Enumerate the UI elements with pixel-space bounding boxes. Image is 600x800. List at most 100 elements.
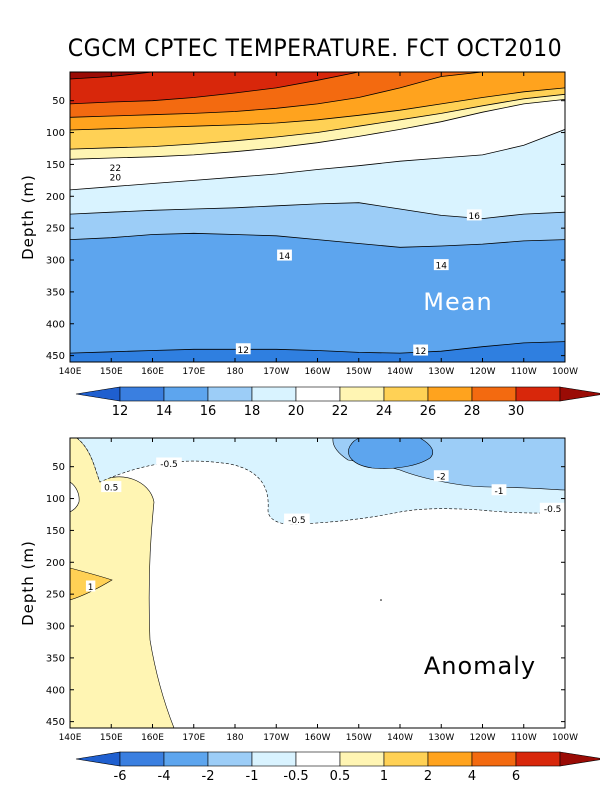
mean-colorbar-swatch	[119, 386, 165, 402]
anomaly-colorbar-label: -4	[158, 769, 171, 784]
mean-y-tick-label: 350	[46, 287, 65, 298]
mean-colorbar-label: 22	[332, 404, 349, 419]
anomaly-y-tick-label: 350	[46, 653, 65, 664]
mean-x-tick-label: 170W	[263, 367, 289, 377]
anomaly-neutral-notch	[70, 481, 80, 513]
mean-contour-label-bg	[107, 171, 123, 183]
anomaly-contour-label: -2	[437, 473, 446, 483]
mean-y-tick-label: 300	[46, 256, 65, 267]
mean-x-tick-label: 140E	[59, 367, 82, 377]
mean-colorbar-swatch	[427, 386, 473, 402]
anomaly-fills	[70, 438, 565, 728]
mean-bands	[70, 72, 565, 354]
anomaly-x-tick-label: 150W	[346, 733, 372, 743]
mean-contour-label: 16	[469, 212, 481, 222]
mean-y-tick-label: 250	[46, 224, 65, 235]
mean-y-tick-label: 450	[46, 351, 65, 362]
anomaly-contour-label-bg	[491, 484, 507, 496]
mean-isotherm-28	[70, 72, 565, 105]
mean-isolines	[70, 72, 565, 354]
anomaly-contour-label: -0.5	[288, 516, 306, 526]
mean-panel-label: Mean	[423, 288, 492, 316]
anomaly-y-tick-label: 250	[46, 590, 65, 601]
mean-contour-label-bg	[433, 259, 449, 271]
mean-contour-label-bg	[107, 161, 123, 173]
anomaly-colorbar-label: 4	[468, 769, 476, 784]
mean-x-tick-label: 110W	[511, 367, 537, 377]
anomaly-dot	[380, 599, 382, 601]
mean-contour-label-bg	[277, 249, 292, 261]
anomaly-x-tick-label: 140W	[387, 733, 413, 743]
mean-contour-label-bg	[413, 344, 429, 356]
anomaly-x-tick-label: 180	[226, 733, 243, 743]
mean-contour-label: 22	[110, 164, 121, 174]
mean-contour-label-bg	[235, 343, 251, 355]
anomaly-contour-label: -0.5	[544, 505, 562, 515]
anomaly-y-tick-label: 150	[46, 526, 65, 537]
mean-colorbar-label: 30	[508, 404, 525, 419]
anomaly-x-tick-label: 160E	[141, 733, 164, 743]
mean-isotherm-26	[70, 72, 565, 118]
mean-colorbar-label: 28	[464, 404, 481, 419]
mean-isotherm-20	[70, 99, 565, 160]
mean-y-tick-label: 100	[46, 128, 65, 139]
anomaly-colorbar-swatch	[471, 751, 517, 767]
mean-x-tick-label: 160E	[141, 367, 164, 377]
anomaly-x-tick-label: 100W	[552, 733, 578, 743]
anomaly-x-tick-label: 170W	[263, 733, 289, 743]
anomaly-y-tick-label: 100	[46, 494, 65, 505]
anomaly-contour-label: -0.5	[160, 460, 178, 470]
mean-colorbar-label: 16	[200, 404, 217, 419]
chart-title: CGCM CPTEC TEMPERATURE. FCT OCT2010	[67, 34, 563, 62]
mean-colorbar-swatch	[207, 386, 253, 402]
anomaly-contour-label-bg	[156, 457, 182, 469]
anomaly-contour-label: -1	[495, 487, 504, 497]
mean-isotherm-22	[70, 93, 565, 150]
anomaly-colorbar-low-arrow	[75, 751, 121, 767]
mean-axes: 140E 150E 160E 170E 180 170W 160W 150W 140W 130W 1…	[46, 72, 578, 377]
anomaly-colorbar-high-arrow	[559, 751, 600, 767]
mean-colorbar-label: 12	[112, 404, 129, 419]
anomaly-colorbar-label: 2	[424, 769, 432, 784]
anomaly-colorbar-label: -0.5	[283, 769, 308, 784]
mean-contour-label: 20	[110, 174, 122, 184]
anomaly-y-tick-label: 50	[52, 462, 65, 473]
anomaly-colorbar-swatch	[515, 751, 561, 767]
mean-y-tick-label: 150	[46, 160, 65, 171]
mean-y-tick-label: 50	[52, 96, 65, 107]
mean-x-tick-label: 140W	[387, 367, 413, 377]
anomaly-colorbar-label: -6	[114, 769, 127, 784]
mean-x-tick-label: 130W	[428, 367, 454, 377]
anomaly-colorbar-swatch	[339, 751, 385, 767]
mean-colorbar-label: 26	[420, 404, 437, 419]
anomaly-x-tick-label: 130W	[428, 733, 454, 743]
mean-colorbar-swatch	[471, 386, 517, 402]
mean-colorbar: 12 14 16 18 20 22 24 26 28 30	[75, 386, 600, 419]
mean-colorbar-swatch	[251, 386, 297, 402]
anomaly-contour-label-bg	[101, 481, 122, 493]
mean-x-tick-label: 180	[226, 367, 243, 377]
mean-y-axis-label: Depth (m)	[19, 174, 37, 260]
anomaly-colorbar-swatch	[251, 751, 297, 767]
mean-contour-label: 14	[279, 252, 291, 262]
mean-colorbar-label: 14	[156, 404, 173, 419]
anomaly-contour-label: 1	[88, 583, 94, 593]
anomaly-y-tick-label: 200	[46, 558, 65, 569]
mean-colorbar-low-arrow	[75, 386, 121, 402]
mean-x-tick-label: 100W	[552, 367, 578, 377]
mean-colorbar-swatch	[515, 386, 561, 402]
mean-band-above-28	[70, 72, 565, 104]
mean-colorbar-label: 18	[244, 404, 261, 419]
mean-x-tick-label: 170E	[182, 367, 205, 377]
anomaly-colorbar-label: 6	[512, 769, 520, 784]
mean-x-tick-label: 150E	[100, 367, 123, 377]
anomaly-y-axis-label: Depth (m)	[19, 540, 37, 626]
anomaly-colorbar: -6 -4 -2 -1 -0.5 0.5 1 2 4 6	[75, 751, 600, 784]
anomaly-colorbar-label: -2	[202, 769, 215, 784]
mean-x-tick-label: 120W	[469, 367, 495, 377]
anomaly-colorbar-label: 0.5	[330, 769, 351, 784]
anomaly-x-tick-label: 120W	[469, 733, 495, 743]
